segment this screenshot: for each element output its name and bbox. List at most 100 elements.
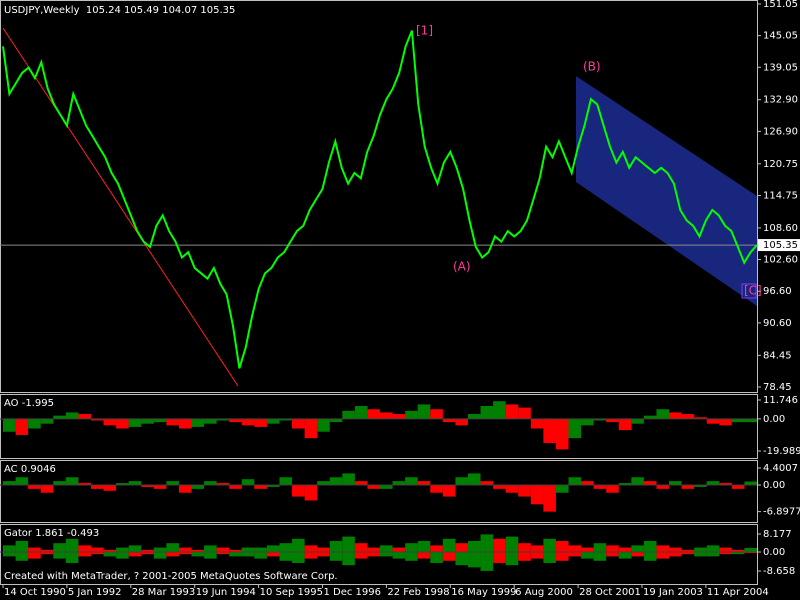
histogram-bar [505, 404, 519, 419]
histogram-bar [405, 477, 418, 485]
histogram-bar [467, 540, 481, 552]
histogram-bar [568, 545, 582, 552]
histogram-bar [216, 547, 230, 552]
histogram-bar [392, 547, 406, 552]
histogram-bar [28, 484, 41, 489]
histogram-bar [417, 481, 431, 485]
histogram-bar [229, 551, 242, 557]
histogram-bar [166, 418, 179, 426]
histogram-bar [731, 418, 745, 423]
x-tick-label: 10 Sep 1995 [260, 587, 323, 598]
histogram-bar [480, 551, 494, 571]
histogram-bar [606, 484, 619, 493]
y-tick-label: 0.00 [763, 414, 785, 425]
histogram-bar [279, 418, 293, 421]
histogram-bar [392, 414, 406, 419]
x-tick-label: 19 Jun 1994 [196, 587, 256, 598]
x-tick-label: 5 Jan 1992 [68, 587, 122, 598]
histogram-bar [719, 418, 732, 426]
panel-frame [0, 524, 758, 585]
histogram-bar [342, 473, 355, 485]
histogram-bar [744, 481, 757, 485]
histogram-bar [656, 545, 670, 552]
histogram-bar [631, 551, 644, 557]
histogram-bar [191, 551, 205, 557]
histogram-bar [216, 483, 230, 485]
histogram-bar [581, 418, 594, 426]
histogram-bar [103, 418, 117, 426]
histogram-bar [555, 540, 569, 552]
panel-frame [0, 394, 758, 459]
histogram-bar [178, 418, 192, 429]
histogram-bar [317, 481, 330, 485]
histogram-bar [354, 406, 368, 419]
histogram-bar [618, 483, 632, 485]
histogram-bar [442, 418, 456, 423]
histogram-bar [417, 551, 431, 559]
histogram-bar [555, 484, 569, 493]
histogram-bar [3, 418, 16, 432]
y-tick-label: -8.658 [763, 566, 795, 577]
histogram-bar [329, 477, 343, 485]
x-tick-label: 28 Mar 1993 [132, 587, 195, 598]
histogram-bar [204, 481, 217, 485]
histogram-bar [40, 484, 54, 493]
histogram-bar [3, 481, 16, 485]
y-tick-label: 120.75 [763, 159, 798, 170]
histogram-bar [3, 545, 16, 552]
histogram-bar [166, 551, 179, 557]
histogram-bar [505, 551, 519, 566]
histogram-bar [116, 547, 129, 552]
histogram-bar [405, 410, 418, 419]
histogram-bar [204, 545, 217, 552]
histogram-bar [581, 551, 594, 559]
histogram-bar [78, 545, 91, 552]
histogram-bar [442, 551, 456, 561]
histogram-bar [40, 549, 54, 552]
histogram-bar [90, 418, 104, 421]
histogram-bar [606, 418, 619, 423]
histogram-bar [392, 551, 406, 559]
histogram-bar [681, 484, 695, 489]
histogram-bar [141, 549, 154, 552]
histogram-bar [15, 540, 29, 552]
histogram-bar [53, 551, 66, 559]
histogram-bar [279, 551, 293, 561]
histogram-bar [555, 551, 569, 561]
histogram-bar [656, 551, 670, 559]
histogram-bar [103, 549, 117, 552]
y-tick-label: 145.05 [763, 31, 798, 42]
histogram-bar [731, 551, 745, 555]
histogram-bar [279, 477, 293, 485]
histogram-bar [681, 549, 695, 552]
histogram-bar [593, 543, 607, 552]
histogram-bar [304, 418, 318, 439]
histogram-bar [694, 547, 707, 552]
histogram-bar [166, 481, 179, 485]
histogram-bar [744, 547, 757, 552]
histogram-bar [493, 401, 506, 419]
copyright: Created with MetaTrader, ? 2001-2005 Met… [4, 571, 338, 582]
wave-label: [1] [416, 24, 433, 38]
y-tick-label: 132.90 [763, 95, 798, 106]
histogram-bar [304, 484, 318, 501]
histogram-bar [706, 418, 720, 424]
price-channel [576, 76, 757, 306]
histogram-bar [53, 543, 66, 552]
histogram-bar [530, 418, 544, 429]
histogram-bar [656, 409, 670, 419]
histogram-bar [329, 551, 343, 561]
histogram-bar [342, 536, 355, 552]
histogram-bar [430, 409, 443, 419]
histogram-bar [65, 412, 79, 419]
chart-title: USDJPY,Weekly 105.24 105.49 104.07 105.3… [4, 5, 235, 16]
histogram-bar [518, 543, 531, 552]
histogram-bar [694, 417, 707, 419]
histogram-bar [354, 543, 368, 552]
histogram-bar [543, 538, 556, 552]
histogram-bar [417, 404, 431, 419]
histogram-bar [78, 414, 91, 419]
histogram-bar [669, 547, 682, 552]
